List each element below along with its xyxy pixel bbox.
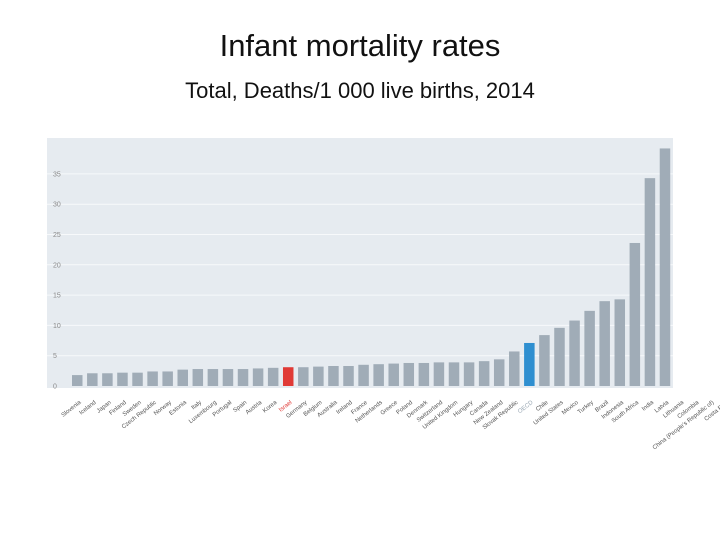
y-tick-label: 0 bbox=[53, 384, 57, 391]
plot-panel bbox=[47, 138, 673, 388]
bar bbox=[192, 369, 204, 386]
bar bbox=[373, 364, 384, 386]
chart-subtitle: Total, Deaths/1 000 live births, 2014 bbox=[185, 78, 535, 103]
bar bbox=[478, 361, 490, 386]
bar bbox=[252, 368, 264, 386]
bar bbox=[659, 148, 671, 386]
bar bbox=[358, 364, 369, 386]
bar bbox=[569, 320, 580, 386]
x-tick-label: Iceland bbox=[79, 400, 98, 417]
bar bbox=[237, 369, 249, 386]
bar bbox=[448, 362, 460, 386]
x-tick-label: Austria bbox=[245, 399, 264, 416]
bar bbox=[222, 369, 234, 386]
y-tick-label: 35 bbox=[53, 171, 61, 178]
bar bbox=[72, 375, 83, 386]
bar bbox=[343, 366, 354, 386]
bar bbox=[298, 367, 309, 386]
bar bbox=[132, 372, 143, 386]
bar bbox=[117, 372, 128, 386]
bar bbox=[87, 373, 98, 386]
chart-title: Infant mortality rates bbox=[219, 28, 501, 63]
bar bbox=[328, 366, 339, 386]
x-tick-label: Turkey bbox=[577, 400, 595, 416]
y-tick-label: 10 bbox=[53, 323, 61, 330]
x-tick-label: Slovenia bbox=[61, 399, 83, 418]
bar bbox=[554, 327, 565, 386]
bar bbox=[524, 342, 535, 386]
bar bbox=[313, 366, 324, 386]
bar bbox=[539, 335, 550, 386]
y-tick-label: 5 bbox=[53, 353, 57, 360]
bar bbox=[388, 363, 399, 386]
y-tick-label: 25 bbox=[53, 232, 61, 239]
bar bbox=[102, 373, 113, 386]
bar bbox=[282, 367, 294, 386]
y-tick-label: 15 bbox=[53, 293, 61, 300]
bar bbox=[509, 351, 520, 386]
bar bbox=[403, 362, 415, 386]
x-tick-label: Korea bbox=[262, 399, 279, 414]
x-tick-label: OECD bbox=[517, 399, 535, 415]
bar bbox=[493, 359, 505, 386]
bar bbox=[599, 301, 610, 386]
y-tick-label: 20 bbox=[53, 262, 61, 269]
bar bbox=[267, 367, 279, 386]
bar bbox=[463, 362, 475, 386]
bar bbox=[629, 242, 641, 386]
x-tick-label: Mexico bbox=[561, 399, 580, 416]
x-tick-label: Italy bbox=[191, 400, 203, 412]
bar bbox=[147, 371, 158, 386]
bar bbox=[614, 299, 626, 386]
bar bbox=[177, 369, 188, 386]
bar bbox=[644, 178, 656, 386]
bar bbox=[207, 369, 219, 386]
bar bbox=[433, 362, 445, 386]
x-tick-label: Estonia bbox=[169, 399, 189, 416]
bar bbox=[584, 310, 595, 386]
bar bbox=[418, 362, 430, 386]
y-tick-label: 30 bbox=[53, 202, 61, 209]
bar bbox=[162, 371, 173, 386]
